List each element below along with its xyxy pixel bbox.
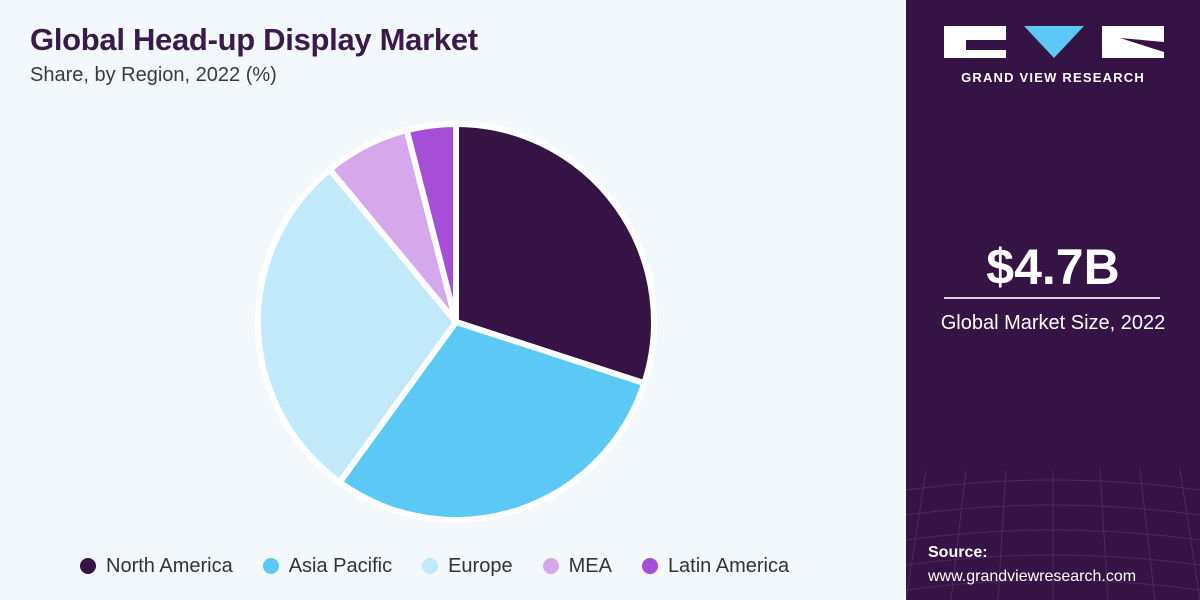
legend-item-north-america: North America bbox=[80, 555, 233, 578]
legend-item-europe: Europe bbox=[422, 555, 513, 578]
legend-label-europe: Europe bbox=[448, 554, 513, 577]
info-sidebar: GRAND VIEW RESEARCH $4.7B Global Market … bbox=[906, 0, 1200, 600]
kpi-divider bbox=[944, 297, 1160, 299]
legend-item-latin-america: Latin America bbox=[641, 554, 790, 578]
legend-swatch-north-america bbox=[80, 558, 96, 574]
legend-label-mea: MEA bbox=[568, 554, 612, 577]
grid-decoration bbox=[906, 470, 1200, 600]
source-label: Source: bbox=[928, 544, 988, 561]
pie-slice-north-america bbox=[453, 121, 657, 387]
legend-label-asia-pacific: Asia Pacific bbox=[288, 554, 393, 577]
chart-subtitle: Share, by Region, 2022 (%) bbox=[30, 64, 277, 86]
source-link[interactable]: www.grandviewresearch.com bbox=[928, 568, 1137, 585]
legend-swatch-asia-pacific bbox=[262, 558, 279, 574]
market-size-value: $4.7B bbox=[986, 239, 1120, 295]
chart-legend: North America Asia Pacific Europe MEA Latin … bbox=[80, 552, 819, 580]
market-size-label: Global Market Size, 2022 bbox=[940, 312, 1166, 334]
legend-item-asia-pacific: Asia Pacific bbox=[262, 554, 393, 578]
pie-slice-latin-america bbox=[403, 121, 459, 325]
chart-area: Global Head-up Display Market Share, by … bbox=[30, 22, 819, 580]
legend-label-north-america: North America bbox=[106, 554, 233, 577]
pie-slice-asia-pacific bbox=[336, 319, 648, 523]
legend-item-mea: MEA bbox=[542, 554, 612, 578]
legend-label-latin-america: Latin America bbox=[667, 554, 790, 577]
chart-title: Global Head-up Display Market bbox=[30, 22, 478, 57]
pie-chart bbox=[255, 121, 657, 523]
legend-swatch-europe bbox=[422, 558, 439, 574]
brand-logo bbox=[944, 26, 1164, 58]
pie-slice-europe bbox=[255, 166, 459, 486]
legend-swatch-latin-america bbox=[641, 558, 658, 574]
brand-name: GRAND VIEW RESEARCH bbox=[961, 70, 1145, 85]
legend-swatch-mea bbox=[542, 558, 559, 574]
